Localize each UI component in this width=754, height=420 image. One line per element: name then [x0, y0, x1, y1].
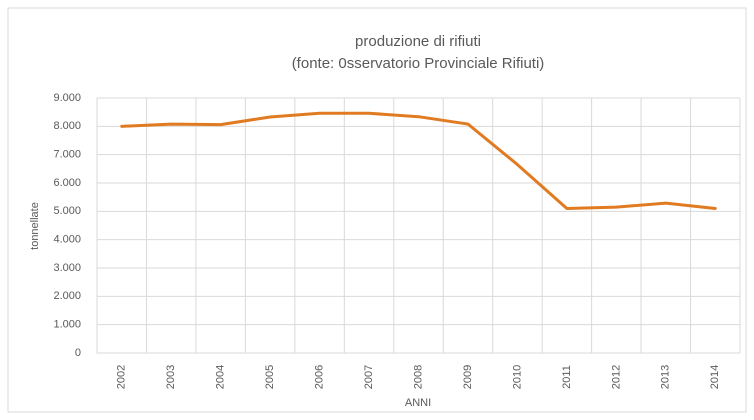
x-tick-label: 2007	[363, 365, 375, 389]
y-tick-label: 3.000	[53, 262, 81, 274]
y-axis-label: tonnellate	[29, 202, 41, 250]
x-tick-label: 2002	[116, 365, 128, 389]
x-tick-label: 2009	[462, 365, 474, 389]
x-tick-label: 2010	[511, 365, 523, 389]
y-tick-label: 9.000	[53, 92, 81, 104]
y-tick-label: 2.000	[53, 290, 81, 302]
x-tick-label: 2006	[313, 365, 325, 389]
y-tick-label: 8.000	[53, 120, 81, 132]
y-tick-label: 5.000	[53, 205, 81, 217]
x-tick-label: 2004	[215, 365, 227, 389]
y-tick-label: 4.000	[53, 234, 81, 246]
x-tick-label: 2014	[709, 365, 721, 389]
x-tick-label: 2005	[264, 365, 276, 389]
chart-subtitle: (fonte: 0sservatorio Provinciale Rifiuti…	[292, 55, 545, 72]
x-axis-label: ANNI	[405, 397, 431, 409]
x-tick-label: 2003	[165, 365, 177, 389]
x-tick-label: 2012	[610, 365, 622, 389]
x-tick-label: 2013	[660, 365, 672, 389]
y-tick-label: 0	[75, 347, 81, 359]
x-tick-label: 2008	[412, 365, 424, 389]
chart-frame	[7, 7, 747, 413]
y-tick-label: 7.000	[53, 149, 81, 161]
chart-title: produzione di rifiuti	[355, 33, 481, 50]
line-series	[120, 111, 717, 210]
x-tick-label: 2011	[561, 365, 573, 389]
y-tick-label: 6.000	[53, 177, 81, 189]
y-tick-label: 1.000	[53, 319, 81, 331]
